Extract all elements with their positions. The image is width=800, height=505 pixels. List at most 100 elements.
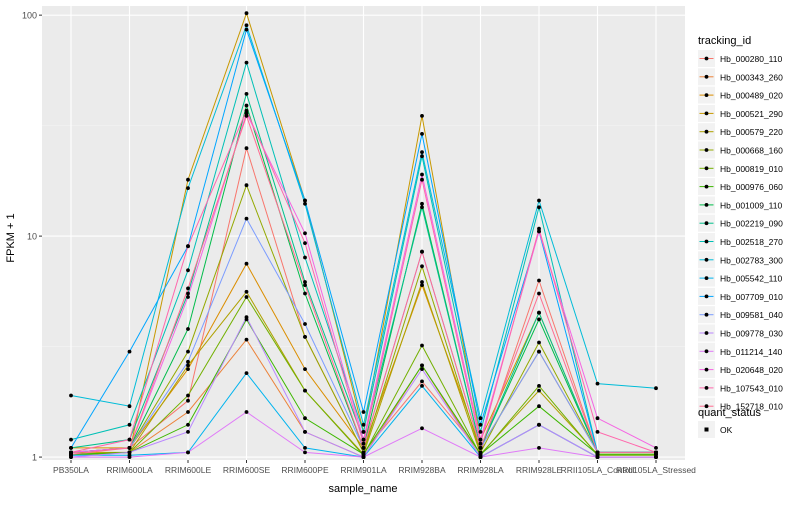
data-point bbox=[186, 450, 190, 455]
data-point bbox=[186, 367, 190, 371]
data-point bbox=[537, 388, 541, 393]
data-point bbox=[361, 422, 366, 427]
data-point bbox=[69, 455, 73, 459]
data-point bbox=[244, 92, 249, 96]
data-point bbox=[361, 437, 366, 442]
shape-legend-label: OK bbox=[720, 425, 733, 435]
legend-key-point bbox=[704, 294, 709, 299]
data-point bbox=[654, 455, 658, 459]
data-point bbox=[244, 103, 249, 108]
data-point bbox=[303, 198, 307, 203]
data-point bbox=[420, 367, 424, 371]
data-point bbox=[69, 437, 73, 442]
data-point bbox=[595, 430, 600, 434]
legend-label: Hb_020648_020 bbox=[720, 365, 783, 375]
data-point bbox=[303, 367, 307, 371]
legend-key-point bbox=[704, 166, 709, 171]
data-point bbox=[186, 291, 190, 296]
data-point bbox=[186, 349, 190, 354]
x-tick-label: RRIM901LA bbox=[340, 465, 387, 475]
data-point bbox=[244, 216, 249, 221]
data-point bbox=[420, 343, 424, 348]
legend-key-point bbox=[704, 111, 709, 116]
data-point bbox=[537, 384, 541, 388]
data-point bbox=[127, 446, 132, 450]
data-point bbox=[244, 410, 249, 414]
data-point bbox=[361, 452, 366, 457]
legend-label: Hb_001009_110 bbox=[720, 200, 783, 210]
data-point bbox=[186, 295, 190, 299]
data-point bbox=[303, 322, 307, 326]
data-point bbox=[537, 404, 541, 409]
data-point bbox=[186, 177, 190, 182]
data-point bbox=[244, 315, 249, 319]
legend-label: Hb_000489_020 bbox=[720, 91, 783, 101]
data-point bbox=[244, 111, 249, 116]
x-tick-label: RRIM600LE bbox=[165, 465, 212, 475]
data-point bbox=[303, 280, 307, 284]
data-points bbox=[69, 11, 658, 459]
legend-label: Hb_009581_040 bbox=[720, 310, 783, 320]
data-point bbox=[244, 183, 249, 188]
x-tick-label: RRIM600LA bbox=[106, 465, 153, 475]
data-point bbox=[127, 437, 132, 442]
x-tick-label: RRIM600SE bbox=[223, 465, 271, 475]
legend: tracking_id Hb_000280_110Hb_000343_260Hb… bbox=[698, 35, 783, 438]
legend-key-point bbox=[704, 184, 709, 189]
data-point bbox=[361, 410, 366, 414]
data-point bbox=[244, 60, 249, 65]
data-point bbox=[127, 404, 132, 409]
data-point bbox=[420, 201, 424, 206]
data-point bbox=[420, 132, 424, 136]
data-point bbox=[420, 114, 424, 118]
data-point bbox=[478, 455, 483, 459]
legend-label: Hb_000668_160 bbox=[720, 146, 783, 156]
data-point bbox=[186, 393, 190, 398]
data-point bbox=[303, 231, 307, 236]
legend-label: Hb_107543_010 bbox=[720, 383, 783, 393]
data-point bbox=[303, 255, 307, 260]
y-tick-label: 1 bbox=[32, 453, 37, 463]
data-point bbox=[127, 450, 132, 455]
data-point bbox=[244, 337, 249, 342]
data-point bbox=[478, 430, 483, 434]
data-point bbox=[186, 430, 190, 434]
legend-key-point bbox=[704, 331, 709, 335]
data-point bbox=[537, 205, 541, 210]
data-point bbox=[244, 11, 249, 16]
data-point bbox=[244, 146, 249, 151]
data-point bbox=[361, 430, 366, 434]
data-point bbox=[537, 278, 541, 283]
data-point bbox=[244, 261, 249, 266]
data-point bbox=[478, 441, 483, 446]
legend-key-point bbox=[704, 367, 709, 372]
legend-label: Hb_002783_300 bbox=[720, 255, 783, 265]
data-point bbox=[303, 283, 307, 287]
legend-key-point bbox=[704, 56, 709, 61]
data-point bbox=[478, 437, 483, 442]
data-point bbox=[537, 317, 541, 322]
data-point bbox=[361, 455, 366, 459]
data-point bbox=[537, 340, 541, 345]
data-point bbox=[186, 422, 190, 427]
legend-label: Hb_000343_260 bbox=[720, 72, 783, 82]
data-point bbox=[303, 335, 307, 339]
data-point bbox=[69, 452, 73, 457]
legend-key-point bbox=[704, 74, 709, 79]
data-point bbox=[420, 379, 424, 384]
y-axis-label: FPKM + 1 bbox=[5, 213, 17, 262]
data-point bbox=[420, 283, 424, 287]
x-tick-label: PB350LA bbox=[53, 465, 89, 475]
legend-key-point bbox=[704, 93, 709, 97]
y-tick-label: 100 bbox=[22, 11, 37, 21]
legend-label: Hb_009778_030 bbox=[720, 329, 783, 339]
data-point bbox=[595, 450, 600, 455]
legend-key-point bbox=[704, 276, 709, 280]
data-point bbox=[186, 363, 190, 368]
data-point bbox=[420, 249, 424, 254]
data-point bbox=[127, 455, 132, 459]
data-point bbox=[420, 264, 424, 269]
data-point bbox=[303, 430, 307, 434]
